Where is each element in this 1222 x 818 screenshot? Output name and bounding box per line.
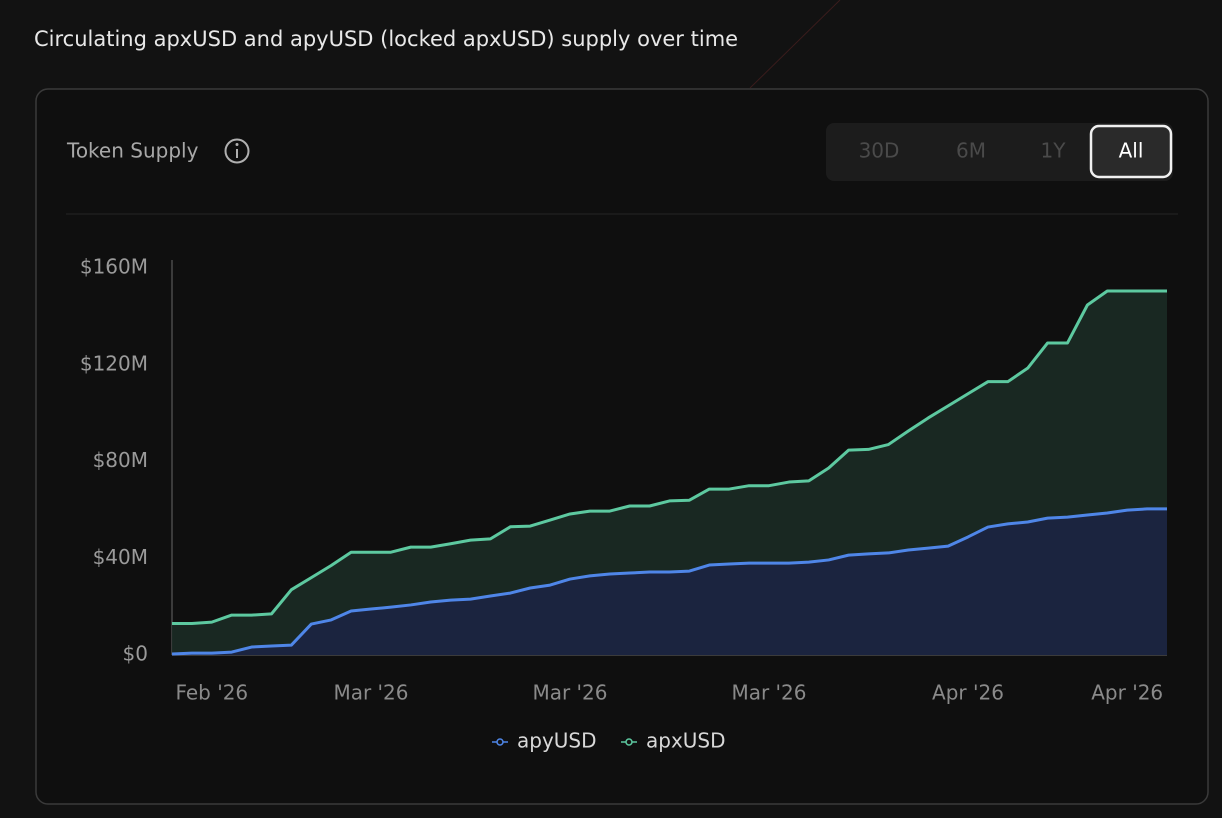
- info-dot: [235, 143, 239, 146]
- line: [172, 289, 1167, 626]
- y-tick-label: $120M: [80, 351, 148, 375]
- area: [172, 508, 1167, 655]
- card-title: Token Supply: [66, 139, 199, 163]
- legend-label: apyUSD: [517, 729, 597, 753]
- range-button-active[interactable]: [1089, 124, 1173, 179]
- legend-marker: [496, 738, 504, 746]
- range-button[interactable]: 30D: [859, 139, 900, 163]
- decoration: [749, 0, 841, 89]
- legend-marker: [625, 738, 633, 746]
- line: [171, 507, 1167, 656]
- x-tick-label: Mar '26: [333, 681, 408, 705]
- y-tick-label: $160M: [80, 255, 148, 279]
- y-tick-label: $80M: [93, 448, 148, 472]
- info-icon[interactable]: [224, 138, 250, 164]
- range-button[interactable]: 1Y: [1041, 139, 1067, 163]
- page-title: Circulating apxUSD and apyUSD (locked ap…: [34, 27, 738, 51]
- x-tick-label: Apr '26: [932, 681, 1004, 705]
- info-circle: [224, 138, 250, 164]
- y-tick-label: $40M: [93, 545, 148, 569]
- range-button[interactable]: All: [1119, 139, 1144, 163]
- x-tick-label: Feb '26: [175, 681, 248, 705]
- x-tick-label: Apr '26: [1091, 681, 1163, 705]
- legend-label: apxUSD: [646, 729, 726, 753]
- x-tick-label: Mar '26: [731, 681, 806, 705]
- x-tick-label: Mar '26: [532, 681, 607, 705]
- range-group: [826, 123, 1173, 181]
- range-button[interactable]: 6M: [956, 139, 986, 163]
- y-tick-label: $0: [123, 642, 148, 666]
